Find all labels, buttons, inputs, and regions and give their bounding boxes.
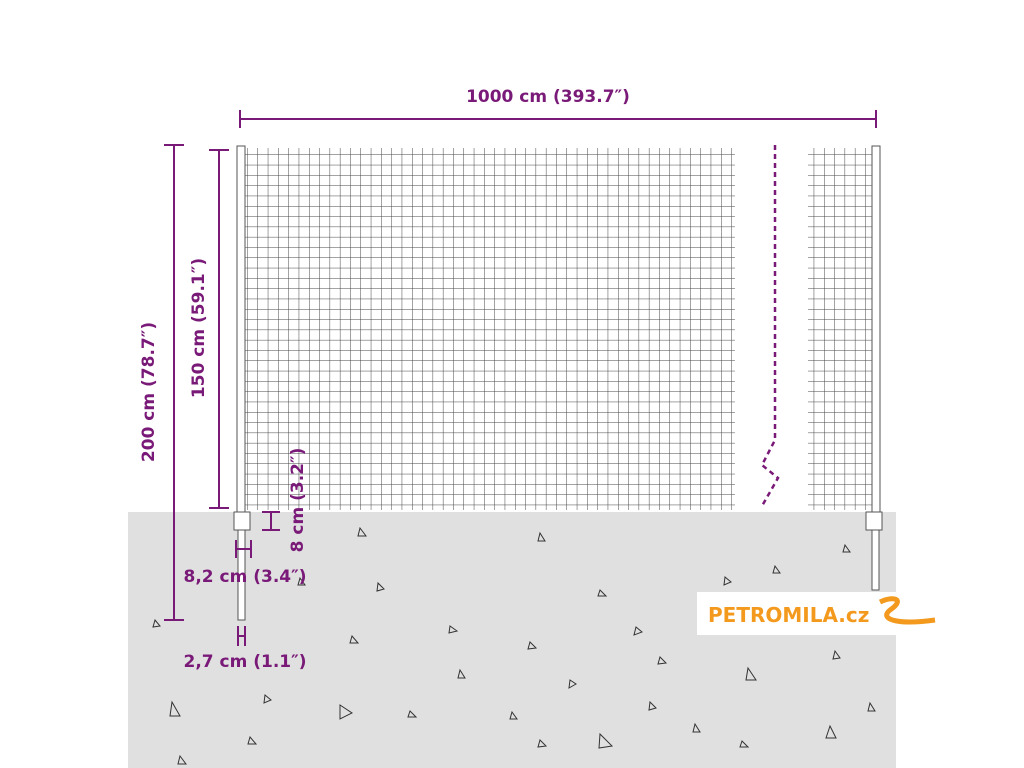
plate-label: 8,2 cm (3.4″) [184, 567, 307, 587]
logo: PETROMILA.cz [708, 603, 869, 627]
dimension-line [237, 626, 246, 646]
post-spike [871, 529, 880, 591]
dimension-line [209, 149, 229, 509]
total-height-label: 200 cm (78.7″) [139, 322, 159, 462]
post [871, 145, 881, 517]
dimension-line [239, 110, 877, 128]
ground [128, 512, 896, 768]
dimension-line [235, 540, 252, 558]
dimension-line [262, 511, 280, 531]
post-spike [237, 529, 246, 621]
post [236, 145, 246, 517]
post-plate [865, 511, 883, 531]
post-diameter-label: 2,7 cm (1.1″) [184, 652, 307, 672]
break-line [760, 145, 780, 507]
ground-texture [152, 526, 876, 765]
mesh-panel [240, 148, 735, 510]
dimension-line [164, 144, 184, 621]
logo-box [697, 592, 896, 635]
gap-label: 8 cm (3.2″) [288, 448, 308, 553]
post-plate [233, 511, 251, 531]
mesh-panel [808, 148, 876, 510]
logo-swirl [878, 596, 936, 625]
width-label: 1000 cm (393.7″) [466, 87, 630, 107]
mesh-height-label: 150 cm (59.1″) [189, 258, 209, 398]
